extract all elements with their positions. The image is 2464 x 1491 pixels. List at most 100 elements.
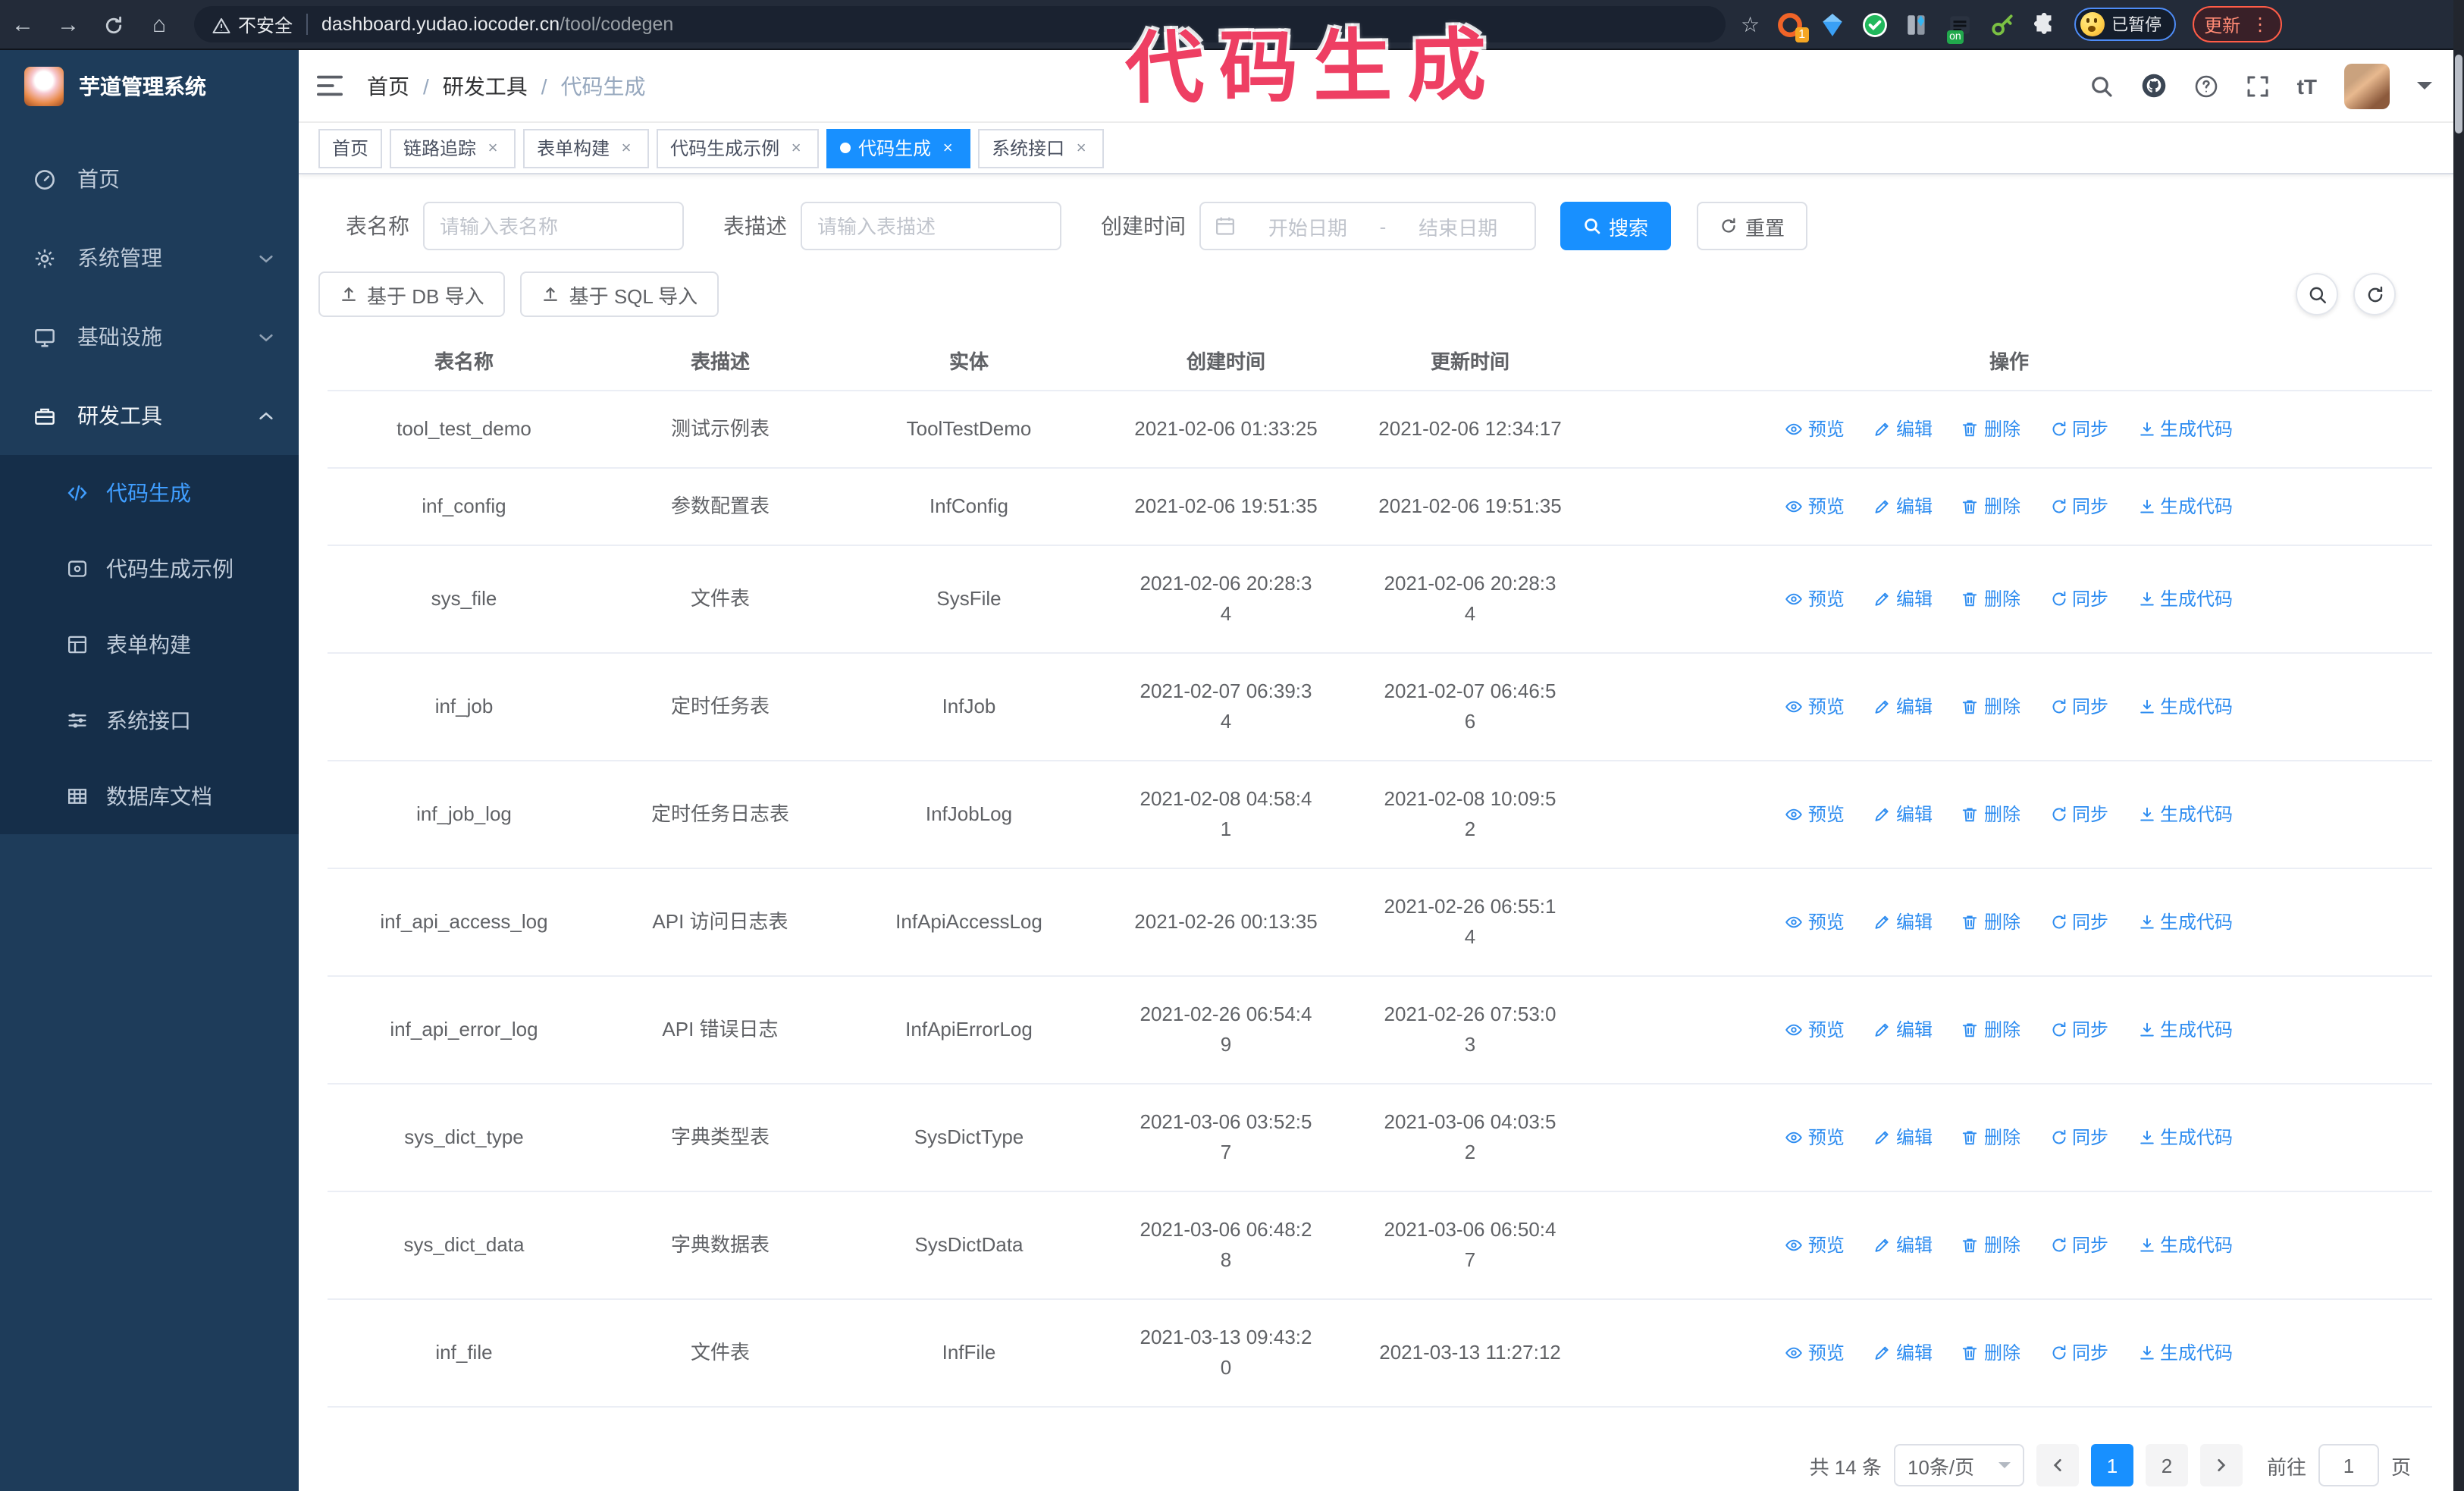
url-path[interactable]: /tool/codegen bbox=[560, 14, 674, 35]
delete-link[interactable]: 删除 bbox=[1961, 414, 2020, 444]
sync-link[interactable]: 同步 bbox=[2049, 1122, 2108, 1153]
edit-link[interactable]: 编辑 bbox=[1873, 1230, 1933, 1260]
edit-link[interactable]: 编辑 bbox=[1873, 584, 1933, 614]
date-range-picker[interactable]: 开始日期 - 结束日期 bbox=[1199, 202, 1536, 250]
table-row[interactable]: sys_dict_type 字典类型表 SysDictType 2021-03-… bbox=[328, 1085, 2432, 1192]
preview-link[interactable]: 预览 bbox=[1785, 1122, 1845, 1153]
forward-icon[interactable]: → bbox=[57, 11, 80, 37]
page-size-select[interactable]: 10条/页 bbox=[1893, 1444, 2024, 1486]
sidebar-item-codegen[interactable]: 代码生成 bbox=[0, 455, 299, 531]
bookmark-star-icon[interactable]: ☆ bbox=[1741, 11, 1760, 36]
edit-link[interactable]: 编辑 bbox=[1873, 799, 1933, 830]
page-button-1[interactable]: 1 bbox=[2090, 1444, 2133, 1486]
delete-link[interactable]: 删除 bbox=[1961, 799, 2020, 830]
page-button-2[interactable]: 2 bbox=[2145, 1444, 2188, 1486]
table-row[interactable]: inf_file 文件表 InfFile 2021-03-13 09:43:2 … bbox=[328, 1300, 2432, 1408]
edit-link[interactable]: 编辑 bbox=[1873, 692, 1933, 722]
preview-link[interactable]: 预览 bbox=[1785, 692, 1845, 722]
home-icon[interactable]: ⌂ bbox=[152, 11, 167, 37]
sidebar-item-home[interactable]: 首页 bbox=[0, 140, 299, 218]
refresh-table-button[interactable] bbox=[2353, 273, 2396, 315]
sync-link[interactable]: 同步 bbox=[2049, 799, 2108, 830]
generate-code-link[interactable]: 生成代码 bbox=[2137, 1122, 2233, 1153]
table-row[interactable]: sys_file 文件表 SysFile 2021-02-06 20:28:3 … bbox=[328, 546, 2432, 654]
github-icon[interactable] bbox=[2141, 73, 2167, 99]
table-row[interactable]: inf_job 定时任务表 InfJob 2021-02-07 06:39:3 … bbox=[328, 654, 2432, 761]
delete-link[interactable]: 删除 bbox=[1961, 1122, 2020, 1153]
paused-extension-pill[interactable]: 已暂停 bbox=[2074, 8, 2176, 41]
extension-sliders-icon[interactable] bbox=[1904, 11, 1930, 37]
prev-page-button[interactable] bbox=[2036, 1444, 2079, 1486]
address-bar[interactable]: 不安全 dashboard.yudao.iocoder.cn /tool/cod… bbox=[194, 6, 1726, 42]
avatar-caret-icon[interactable] bbox=[2417, 82, 2432, 89]
sidebar-item-form-builder[interactable]: 表单构建 bbox=[0, 607, 299, 683]
tag-home[interactable]: 首页 bbox=[318, 128, 383, 168]
generate-code-link[interactable]: 生成代码 bbox=[2137, 799, 2233, 830]
browser-update-button[interactable]: 更新 ⋮ bbox=[2192, 6, 2282, 42]
sidebar-item-system-api[interactable]: 系统接口 bbox=[0, 683, 299, 758]
preview-link[interactable]: 预览 bbox=[1785, 799, 1845, 830]
avatar[interactable] bbox=[2344, 63, 2390, 108]
extension-check-icon[interactable] bbox=[1861, 11, 1887, 37]
sync-link[interactable]: 同步 bbox=[2049, 414, 2108, 444]
delete-link[interactable]: 删除 bbox=[1961, 907, 2020, 937]
preview-link[interactable]: 预览 bbox=[1785, 584, 1845, 614]
extension-orange-icon[interactable]: 1 bbox=[1776, 11, 1809, 42]
browser-menu-icon[interactable]: ⋮ bbox=[2251, 14, 2270, 35]
search-icon[interactable] bbox=[2089, 74, 2114, 98]
breadcrumb-home[interactable]: 首页 bbox=[367, 74, 409, 98]
help-icon[interactable] bbox=[2194, 74, 2218, 98]
edit-link[interactable]: 编辑 bbox=[1873, 1338, 1933, 1368]
close-icon[interactable]: × bbox=[942, 139, 953, 157]
delete-link[interactable]: 删除 bbox=[1961, 1015, 2020, 1045]
generate-code-link[interactable]: 生成代码 bbox=[2137, 491, 2233, 522]
sync-link[interactable]: 同步 bbox=[2049, 907, 2108, 937]
preview-link[interactable]: 预览 bbox=[1785, 491, 1845, 522]
sync-link[interactable]: 同步 bbox=[2049, 692, 2108, 722]
sync-link[interactable]: 同步 bbox=[2049, 491, 2108, 522]
font-size-icon[interactable]: tT bbox=[2296, 74, 2317, 98]
sync-link[interactable]: 同步 bbox=[2049, 584, 2108, 614]
tag-codegen[interactable]: 代码生成 × bbox=[826, 128, 971, 168]
close-icon[interactable]: × bbox=[621, 139, 632, 157]
page-scrollbar[interactable] bbox=[2453, 0, 2464, 1491]
insecure-label[interactable]: 不安全 bbox=[238, 14, 293, 36]
table-row[interactable]: inf_config 参数配置表 InfConfig 2021-02-06 19… bbox=[328, 469, 2432, 546]
delete-link[interactable]: 删除 bbox=[1961, 1230, 2020, 1260]
close-icon[interactable]: × bbox=[487, 139, 498, 157]
tag-codegen-example[interactable]: 代码生成示例 × bbox=[657, 128, 820, 168]
edit-link[interactable]: 编辑 bbox=[1873, 414, 1933, 444]
next-page-button[interactable] bbox=[2199, 1444, 2243, 1486]
tag-tracing[interactable]: 链路追踪 × bbox=[390, 128, 516, 168]
delete-link[interactable]: 删除 bbox=[1961, 1338, 2020, 1368]
edit-link[interactable]: 编辑 bbox=[1873, 1015, 1933, 1045]
preview-link[interactable]: 预览 bbox=[1785, 1015, 1845, 1045]
delete-link[interactable]: 删除 bbox=[1961, 584, 2020, 614]
generate-code-link[interactable]: 生成代码 bbox=[2137, 1338, 2233, 1368]
goto-page-input[interactable] bbox=[2318, 1444, 2379, 1486]
generate-code-link[interactable]: 生成代码 bbox=[2137, 907, 2233, 937]
edit-link[interactable]: 编辑 bbox=[1873, 907, 1933, 937]
sidebar-item-system[interactable]: 系统管理 bbox=[0, 218, 299, 297]
sidebar-item-infra[interactable]: 基础设施 bbox=[0, 297, 299, 376]
table-row[interactable]: sys_dict_data 字典数据表 SysDictData 2021-03-… bbox=[328, 1192, 2432, 1300]
preview-link[interactable]: 预览 bbox=[1785, 414, 1845, 444]
sync-link[interactable]: 同步 bbox=[2049, 1015, 2108, 1045]
import-sql-button[interactable]: 基于 SQL 导入 bbox=[520, 272, 719, 317]
tag-form-builder[interactable]: 表单构建 × bbox=[523, 128, 650, 168]
update-label[interactable]: 更新 bbox=[2204, 14, 2241, 36]
generate-code-link[interactable]: 生成代码 bbox=[2137, 1015, 2233, 1045]
generate-code-link[interactable]: 生成代码 bbox=[2137, 1230, 2233, 1260]
fullscreen-icon[interactable] bbox=[2246, 74, 2270, 98]
sidebar-item-db-doc[interactable]: 数据库文档 bbox=[0, 758, 299, 834]
extension-gem-icon[interactable] bbox=[1819, 11, 1845, 37]
close-icon[interactable]: × bbox=[1076, 139, 1086, 157]
close-icon[interactable]: × bbox=[791, 139, 801, 157]
sync-link[interactable]: 同步 bbox=[2049, 1338, 2108, 1368]
generate-code-link[interactable]: 生成代码 bbox=[2137, 414, 2233, 444]
preview-link[interactable]: 预览 bbox=[1785, 907, 1845, 937]
breadcrumb-devtools[interactable]: 研发工具 bbox=[442, 74, 528, 98]
start-date-placeholder[interactable]: 开始日期 bbox=[1268, 216, 1347, 239]
generate-code-link[interactable]: 生成代码 bbox=[2137, 692, 2233, 722]
import-db-button[interactable]: 基于 DB 导入 bbox=[318, 272, 506, 317]
